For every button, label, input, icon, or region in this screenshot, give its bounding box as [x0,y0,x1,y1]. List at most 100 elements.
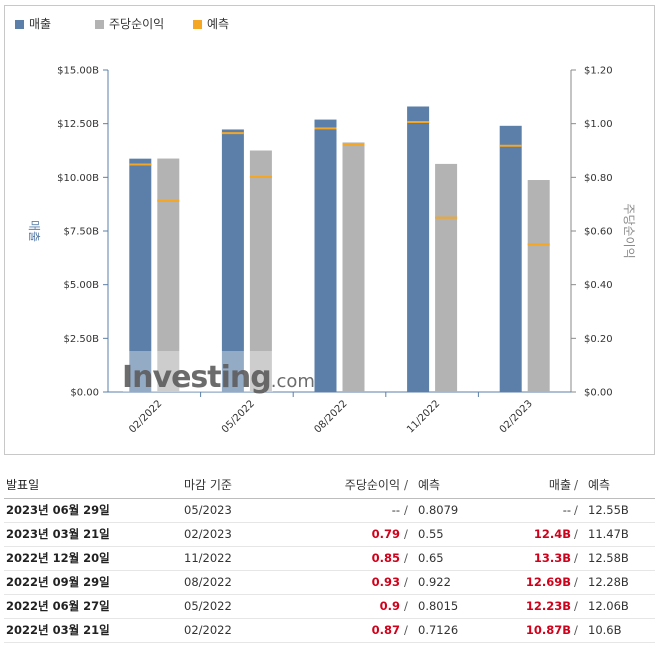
row-revenue-actual: 13.3B [533,551,571,565]
y-tick-label: $0.00 [70,388,99,399]
row-revenue-forecast: 12.55B [588,503,629,517]
bar-eps [435,163,458,392]
x-tick-label: 02/2023 [498,398,535,435]
row-period: 02/2022 [184,623,232,637]
row-date: 2023년 06월 29일 [6,503,110,517]
header-revenue[interactable]: 매출 [548,478,571,492]
row-period: 05/2022 [184,599,232,613]
y2-tick-label: $1.20 [584,66,613,77]
legend-item-forecast[interactable]: 예측 [193,16,229,32]
table-row: 2022년 09월 29일 08/2022 0.93/0.922 12.69B/12.… [4,571,655,595]
row-eps-actual: 0.85 [371,551,400,565]
earnings-table: 발표일 마감 기준 주당순이익 / 예측 매출 / 예측 2023년 06월 2… [4,472,655,643]
y2-tick-label: $0.60 [584,227,613,238]
row-separator: / [404,527,408,541]
row-revenue-forecast: 12.28B [588,575,629,589]
legend-swatch-revenue [15,20,24,29]
row-revenue-forecast: 10.6B [588,623,622,637]
header-revenue-forecast[interactable]: 예측 [588,478,611,492]
legend-swatch-forecast [193,20,202,29]
y-tick-label: $2.50B [64,334,100,345]
y2-tick-label: $0.00 [584,388,613,399]
y-tick-label: $5.00B [64,280,100,291]
table-row: 2022년 06월 27일 05/2022 0.9/0.8015 12.23B/12.… [4,595,655,619]
bar-revenue [129,158,152,392]
x-tick-label: 11/2022 [405,398,442,435]
row-revenue-forecast: 12.58B [588,551,629,565]
row-revenue-actual: 12.69B [525,575,571,589]
x-tick-label: 02/2022 [127,398,164,435]
row-eps-forecast: 0.7126 [418,623,459,637]
row-separator: / [404,503,408,517]
header-eps-forecast[interactable]: 예측 [418,478,441,492]
header-eps[interactable]: 주당순이익 [344,478,400,492]
watermark-text: Investing [122,360,271,395]
row-revenue-actual: 10.87B [525,623,571,637]
row-date: 2022년 12월 20일 [6,551,110,565]
watermark-backdrop [123,351,273,392]
y-tick-label: $10.00B [57,173,99,184]
row-separator: / [574,623,578,637]
row-separator: / [404,599,408,613]
row-revenue-forecast: 11.47B [588,527,629,541]
table-row: 2022년 03월 21일 02/2022 0.87/0.7126 10.87B/10… [4,619,655,643]
table-row: 2023년 03월 21일 02/2023 0.79/0.55 12.4B/11.47… [4,523,655,547]
row-eps-actual: 0.9 [379,599,400,613]
watermark-suffix: .com [271,371,315,392]
bar-revenue [407,106,430,392]
table-body: 2023년 06월 29일 05/2023 --/0.8079 --/12.55B 20… [4,499,655,643]
y2-axis-title: 주당순이익 [622,203,636,258]
chart-plot: $0.00 $2.50B $5.00B $7.50B $10.00B $12.50B $15… [27,66,636,436]
y2-tick-label: $0.80 [584,173,613,184]
row-separator: / [404,575,408,589]
bar-eps [249,150,272,392]
legend-item-eps[interactable]: 주당순이익 [95,16,164,32]
row-eps-actual: -- [391,503,400,517]
row-eps-actual: 0.93 [371,575,400,589]
legend-label-eps: 주당순이익 [109,17,165,31]
row-revenue-actual: 12.23B [525,599,571,613]
row-period: 08/2022 [184,575,232,589]
bar-eps [527,180,550,392]
y-tick-label: $15.00B [57,66,99,77]
row-period: 05/2023 [184,503,232,517]
y-axis-title: 매출 [27,220,41,242]
row-eps-forecast: 0.922 [418,575,451,589]
header-date[interactable]: 발표일 [6,478,40,492]
row-date: 2023년 03월 21일 [6,527,110,541]
row-separator: / [404,623,408,637]
table-header: 발표일 마감 기준 주당순이익 / 예측 매출 / 예측 [4,472,655,499]
legend-item-revenue[interactable]: 매출 [15,16,51,32]
y2-tick-label: $0.40 [584,280,613,291]
row-separator: / [574,575,578,589]
row-date: 2022년 06월 27일 [6,599,110,613]
row-period: 11/2022 [184,551,232,565]
row-date: 2022년 09월 29일 [6,575,110,589]
x-tick-label: 08/2022 [312,398,349,435]
bar-eps [157,158,180,392]
row-eps-forecast: 0.8015 [418,599,459,613]
row-separator: / [574,527,578,541]
legend-swatch-eps [95,20,104,29]
row-date: 2022년 03월 21일 [6,623,110,637]
row-eps-forecast: 0.55 [418,527,444,541]
row-revenue-actual: 12.4B [533,527,571,541]
row-eps-forecast: 0.8079 [418,503,459,517]
bar-revenue [499,125,522,393]
row-eps-forecast: 0.65 [418,551,444,565]
table-row: 2023년 06월 29일 05/2023 --/0.8079 --/12.55B [4,499,655,523]
row-separator: / [574,503,578,517]
y-tick-label: $12.50B [57,119,99,130]
header-period[interactable]: 마감 기준 [184,478,232,492]
row-separator: / [574,551,578,565]
header-separator: / [574,478,579,492]
row-period: 02/2023 [184,527,232,541]
row-revenue-forecast: 12.06B [588,599,629,613]
row-eps-actual: 0.87 [371,623,400,637]
y2-tick-label: $0.20 [584,334,613,345]
row-eps-actual: 0.79 [371,527,400,541]
x-tick-label: 05/2022 [220,398,257,435]
row-separator: / [404,551,408,565]
legend-label-forecast: 예측 [207,17,230,31]
y2-tick-label: $1.00 [584,119,613,130]
